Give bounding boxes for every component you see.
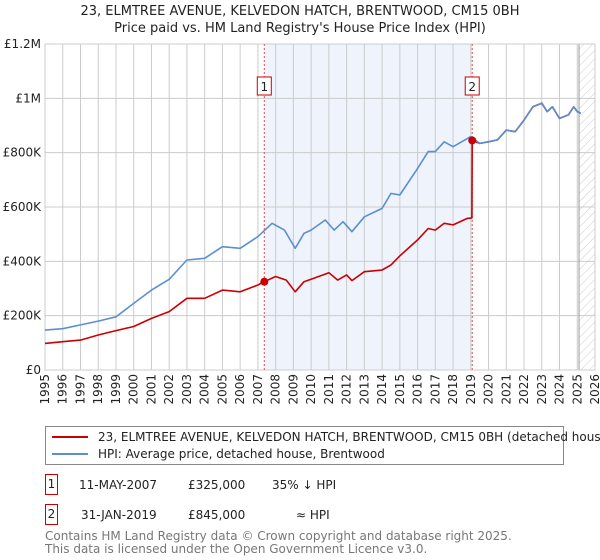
sale-point — [260, 277, 269, 286]
x-tick-label: 2016 — [411, 374, 425, 405]
y-tick-label: £600K — [3, 200, 43, 214]
x-tick-label: 2004 — [198, 374, 212, 405]
x-tick-label: 2008 — [269, 374, 283, 405]
transaction-price: £325,000 — [188, 478, 246, 492]
x-tick-label: 2018 — [446, 374, 460, 405]
x-tick-label: 2015 — [393, 374, 407, 405]
footer-copyright: Contains HM Land Registry data © Crown c… — [45, 529, 512, 543]
legend-item-property: 23, ELMTREE AVENUE, KELVEDON HATCH, BREN… — [46, 429, 600, 445]
price-chart: 1995 1996 1997 1998 1999 2000 2001 2002 2003 2004… — [3, 37, 600, 405]
legend-label: HPI: Average price, detached house, Bren… — [98, 447, 385, 461]
chart-title-line1: 23, ELMTREE AVENUE, KELVEDON HATCH, BREN… — [80, 4, 520, 19]
x-tick-label: 1997 — [73, 374, 87, 405]
x-tick-label: 2006 — [233, 374, 247, 405]
x-tick-label: 2012 — [340, 374, 354, 405]
x-tick-label: 2019 — [464, 374, 478, 405]
sale-marker-number: 2 — [468, 80, 476, 94]
x-tick-label: 2007 — [251, 374, 265, 405]
x-tick-label: 2002 — [162, 374, 176, 405]
transaction-badge: 2 — [45, 504, 58, 525]
footer-licence: This data is licensed under the Open Gov… — [45, 542, 428, 556]
legend-swatch-blue — [52, 453, 88, 455]
x-tick-label: 2011 — [322, 374, 336, 405]
x-tick-label: 1996 — [56, 374, 70, 405]
sale-marker-badge — [464, 76, 480, 96]
x-tick-label: 2021 — [499, 374, 513, 405]
chart-legend: 23, ELMTREE AVENUE, KELVEDON HATCH, BREN… — [45, 426, 600, 465]
x-tick-label: 2001 — [144, 374, 158, 405]
x-tick-label: 2014 — [375, 374, 389, 405]
y-tick-label: £800K — [3, 146, 43, 160]
transaction-hpi: 35% ↓ HPI — [272, 478, 337, 492]
x-tick-label: 2020 — [482, 374, 496, 405]
y-tick-label: £1.2M — [4, 37, 41, 51]
legend-swatch-red — [52, 436, 88, 438]
x-tick-label: 2003 — [180, 374, 194, 405]
y-tick-label: £200K — [3, 309, 43, 323]
y-tick-label: £1M — [15, 91, 41, 105]
x-tick-label: 2000 — [127, 374, 141, 405]
transaction-date: 11-MAY-2007 — [79, 478, 158, 492]
sale-point — [468, 136, 477, 145]
x-tick-label: 2026 — [588, 374, 600, 405]
x-tick-label: 2009 — [286, 374, 300, 405]
x-tick-label: 2013 — [357, 374, 371, 405]
x-tick-label: 2005 — [215, 374, 229, 405]
transaction-price: £845,000 — [188, 508, 246, 522]
x-tick-label: 2017 — [428, 374, 442, 405]
x-tick-label: 2024 — [553, 374, 567, 405]
y-tick-label: £0 — [26, 363, 41, 377]
x-tick-label: 2023 — [535, 374, 549, 405]
legend-label: 23, ELMTREE AVENUE, KELVEDON HATCH, BREN… — [98, 430, 600, 444]
x-tick-label: 1995 — [38, 374, 52, 405]
x-tick-label: 1998 — [91, 374, 105, 405]
x-tick-label: 2025 — [570, 374, 584, 405]
hpi-line — [44, 102, 582, 331]
sale-marker-number: 1 — [260, 80, 268, 94]
legend-item-hpi: HPI: Average price, detached house, Bren… — [46, 446, 385, 462]
transaction-date: 31-JAN-2019 — [81, 508, 157, 522]
x-tick-label: 1999 — [109, 374, 123, 405]
transaction-hpi: ≈ HPI — [296, 508, 330, 522]
transaction-badge: 1 — [45, 474, 58, 495]
chart-title-line2: Price paid vs. HM Land Registry's House … — [114, 21, 486, 36]
sale-marker-badge — [256, 76, 272, 96]
x-tick-label: 2010 — [304, 374, 318, 405]
x-tick-label: 2022 — [517, 374, 531, 405]
plot-border — [44, 43, 596, 371]
y-tick-label: £400K — [3, 254, 43, 268]
